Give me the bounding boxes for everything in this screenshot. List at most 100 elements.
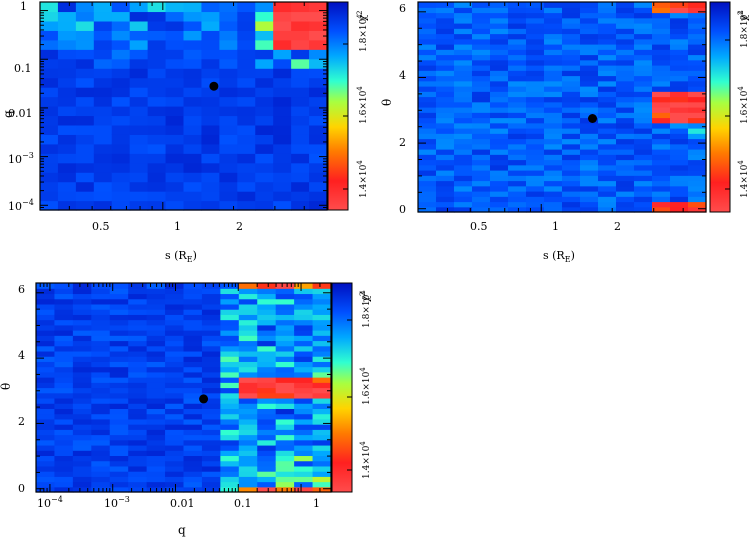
colorbar-s-q [327, 1, 349, 211]
heatmap-cell [526, 149, 545, 155]
heatmap-cell [616, 54, 635, 61]
heatmap-cell [688, 143, 707, 150]
heatmap-cell [544, 12, 563, 19]
heatmap-cell [183, 77, 203, 88]
heatmap-cell [436, 133, 455, 140]
heatmap-cell [490, 75, 509, 82]
heatmap-cell [146, 345, 166, 352]
heatmap-cell [508, 170, 527, 176]
heatmap-cell [183, 96, 203, 107]
heatmap-cell [294, 345, 314, 352]
heatmap-cell [490, 133, 509, 140]
heatmap-cell [111, 39, 131, 50]
heatmap-cell [670, 159, 689, 166]
heatmap-cell [275, 335, 295, 342]
heatmap-cell [36, 413, 56, 420]
heatmap-cell [598, 143, 617, 150]
heatmap-cell [238, 377, 258, 383]
heatmap-cell [146, 403, 166, 409]
heatmap-cell [201, 298, 221, 305]
heatmap-cell [201, 330, 221, 336]
heatmap-cell [490, 143, 509, 150]
heatmap-cell [670, 17, 689, 24]
heatmap-cell [36, 345, 56, 352]
xtick-label: 0.01 [170, 497, 195, 510]
heatmap-cell [312, 476, 332, 483]
heatmap-cell [508, 101, 527, 108]
heatmap-cell [165, 314, 185, 321]
heatmap-cell [238, 465, 258, 472]
heatmap-cell [472, 7, 491, 14]
heatmap-cell [57, 87, 77, 98]
heatmap-cell [237, 96, 256, 107]
heatmap-cell [36, 471, 56, 477]
heatmap-cell [93, 143, 113, 154]
heatmap-cell [238, 303, 258, 310]
heatmap-cell [598, 33, 617, 40]
heatmap-cell [91, 397, 111, 404]
heatmap-cell [165, 371, 185, 378]
heatmap-cell [146, 387, 166, 394]
heatmap-cell [72, 340, 92, 347]
heatmap-cell [454, 91, 473, 98]
heatmap-cell [634, 59, 653, 66]
heatmap-cell [454, 80, 473, 87]
heatmap-cell [688, 2, 707, 8]
heatmap-cell [183, 200, 203, 211]
heatmap-cell [275, 424, 295, 430]
plot-frame-s-theta [417, 1, 707, 213]
heatmap-cell [312, 471, 332, 477]
heatmap-cell [109, 444, 129, 451]
heatmap-cell [273, 68, 292, 79]
heatmap-cell [580, 143, 599, 150]
heatmap-cell [91, 309, 111, 315]
heatmap-cell [36, 418, 56, 425]
heatmap-cell [257, 283, 277, 289]
heatmap-cell [147, 181, 167, 192]
heatmap-cell [418, 122, 437, 129]
heatmap-cell [255, 87, 274, 98]
heatmap-cell [490, 86, 509, 92]
heatmap-cell [454, 7, 473, 14]
heatmap-cell [309, 162, 328, 173]
heatmap-cell [72, 314, 92, 321]
xtick-label: 1 [552, 220, 559, 233]
heatmap-cell [220, 481, 240, 488]
heatmap-cell [490, 7, 509, 14]
heatmap-cell [183, 191, 203, 202]
heatmap-cell [580, 175, 599, 182]
heatmap-cell [562, 149, 581, 155]
heatmap-cell [454, 54, 473, 61]
heatmap-cell [220, 387, 240, 394]
heatmap-cell [72, 481, 92, 488]
heatmap-cell [670, 143, 689, 150]
heatmap-cell [418, 107, 437, 113]
heatmap-cell [436, 17, 455, 24]
heatmap-cell [219, 49, 238, 60]
heatmap-cell [75, 172, 95, 183]
heatmap-cell [688, 133, 707, 140]
heatmap-cell [436, 149, 455, 155]
heatmap-cell [436, 59, 455, 66]
heatmap-cell [91, 387, 111, 394]
heatmap-cell [309, 77, 328, 88]
heatmap-cell [238, 450, 258, 457]
heatmap-cell [291, 143, 310, 154]
heatmap-cell [291, 96, 310, 107]
heatmap-cell [54, 330, 74, 336]
heatmap-cell [238, 345, 258, 352]
heatmap-cell [275, 413, 295, 420]
heatmap-cell [291, 20, 310, 31]
heatmap-cell [312, 387, 332, 394]
heatmap-cell [219, 77, 238, 88]
heatmap-cell [508, 44, 527, 50]
heatmap-cell [616, 80, 635, 87]
heatmap-cell [688, 149, 707, 155]
heatmap-cell [616, 12, 635, 19]
heatmap-cell [36, 366, 56, 373]
heatmap-cell [273, 124, 292, 135]
heatmap-cell [670, 206, 689, 213]
heatmap-cell [201, 87, 220, 98]
heatmap-cell [490, 33, 509, 40]
heatmap-cell [40, 124, 59, 135]
